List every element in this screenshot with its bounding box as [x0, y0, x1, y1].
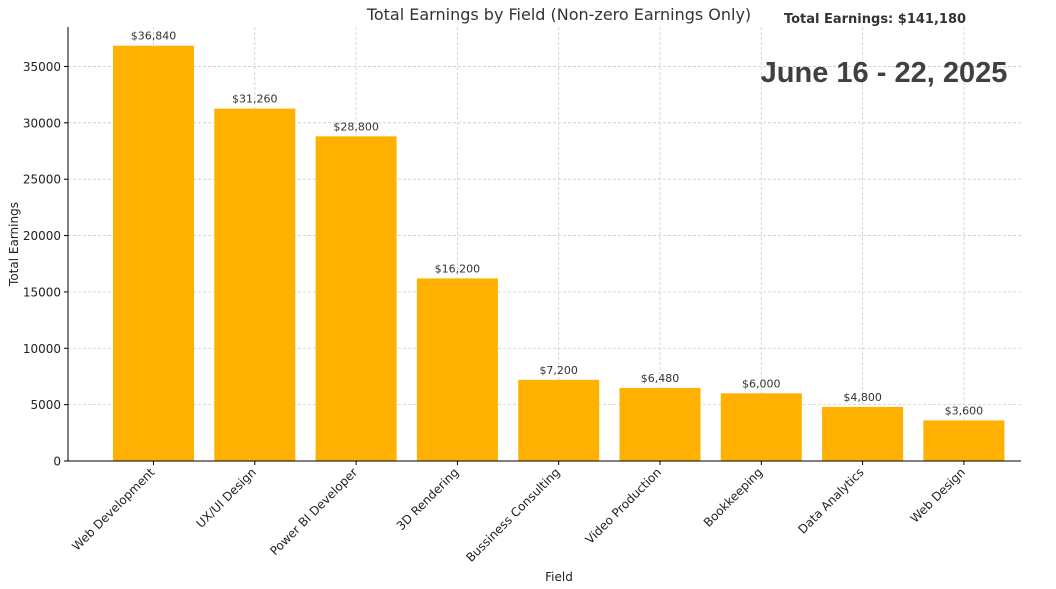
y-axis-label: Total Earnings — [7, 202, 21, 287]
x-tick-label: UX/UI Design — [193, 465, 258, 530]
bar — [113, 45, 194, 461]
bar-value-label: $36,840 — [131, 30, 177, 43]
bar — [416, 278, 498, 461]
y-tick-label: 25000 — [23, 173, 61, 187]
bar-value-label: $4,800 — [843, 391, 882, 404]
y-tick-label: 5000 — [30, 398, 61, 412]
bar-value-label: $3,600 — [945, 404, 984, 417]
x-tick-label: Video Production — [583, 465, 665, 547]
bar — [720, 393, 802, 461]
x-tick-label: Web Design — [908, 465, 968, 525]
y-tick-label: 15000 — [23, 285, 61, 299]
bar-value-label: $31,260 — [232, 93, 278, 106]
bar-value-label: $7,200 — [539, 364, 578, 377]
y-tick-label: 30000 — [23, 116, 61, 130]
y-tick-label: 20000 — [23, 229, 61, 243]
bar — [822, 406, 904, 461]
bar-value-label: $16,200 — [435, 262, 481, 275]
chart-title: Total Earnings by Field (Non-zero Earnin… — [366, 5, 751, 24]
bar-value-label: $6,480 — [641, 372, 680, 385]
bar — [214, 108, 296, 461]
date-range-label: June 16 - 22, 2025 — [761, 57, 1008, 89]
x-tick-label: Bookkeeping — [701, 465, 766, 530]
x-tick-label: Data Analytics — [795, 465, 866, 536]
total-earnings-label: Total Earnings: $141,180 — [784, 12, 966, 27]
x-axis-label: Field — [545, 570, 573, 584]
bar-layer — [113, 45, 1005, 461]
x-tick-label: Power BI Developer — [267, 465, 360, 558]
y-tick-label: 0 — [53, 455, 61, 469]
y-tick-label: 35000 — [23, 60, 61, 74]
bar-value-label: $28,800 — [333, 120, 379, 133]
bar — [518, 379, 600, 461]
bar — [923, 420, 1005, 461]
x-tick-label: 3D Rendering — [394, 465, 462, 533]
bar — [315, 136, 397, 461]
y-tick-label: 10000 — [23, 342, 61, 356]
value-label-layer: $36,840 $31,260 $28,800 $16,200 $7,200 $6,480… — [131, 30, 983, 418]
bar-value-label: $6,000 — [742, 377, 781, 390]
x-tick-label: Bussiness Consulting — [463, 465, 563, 565]
x-tick-label: Web Development — [69, 465, 157, 553]
bar — [619, 387, 701, 461]
